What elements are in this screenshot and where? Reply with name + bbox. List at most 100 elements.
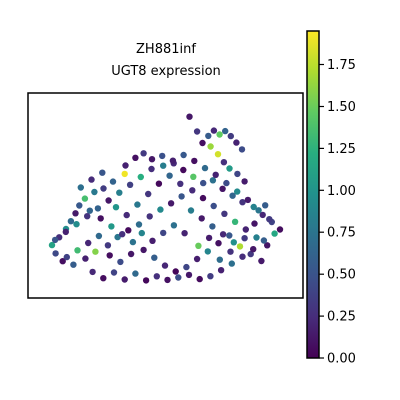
scatter-point: [207, 143, 214, 150]
scatter-point: [153, 273, 160, 280]
scatter-point: [258, 257, 265, 265]
scatter-point: [59, 258, 66, 265]
scatter-point: [239, 253, 246, 260]
scatter-point: [212, 171, 219, 178]
scatter-point: [178, 193, 185, 200]
scatter-point: [108, 223, 115, 230]
scatter-point: [181, 230, 188, 237]
scatter-point: [127, 250, 135, 258]
scatter-point: [233, 139, 240, 146]
scatter-point: [222, 127, 229, 135]
scatter-point: [175, 274, 182, 281]
scatter-point: [180, 166, 187, 174]
scatter-points: [48, 113, 284, 284]
scatter-point: [73, 221, 80, 228]
scatter-point: [112, 204, 120, 211]
scatter-point: [199, 194, 207, 202]
scatter-point: [200, 179, 207, 187]
scatter-point: [109, 178, 117, 185]
scatter-point: [140, 246, 147, 254]
scatter-point: [117, 258, 124, 266]
scatter-point: [251, 220, 258, 227]
scatter-point: [119, 231, 126, 238]
scatter-point: [85, 239, 92, 247]
scatter-point: [151, 254, 158, 261]
scatter-point: [122, 162, 129, 169]
scatter-point: [170, 222, 178, 229]
scatter-point: [106, 252, 113, 259]
scatter-point: [187, 207, 195, 214]
scatter-point: [70, 261, 77, 268]
scatter-point: [214, 151, 222, 158]
scatter-point: [247, 250, 254, 258]
scatter-point: [219, 185, 226, 192]
scatter-point: [167, 200, 175, 207]
scatter-point: [81, 195, 89, 202]
scatter-point: [77, 184, 85, 191]
scatter-point: [86, 207, 94, 214]
scatter-point: [92, 248, 99, 255]
scatter-point: [129, 238, 137, 246]
scatter-point: [186, 113, 193, 120]
scatter-point: [250, 203, 257, 211]
scatter-point: [260, 237, 268, 244]
scatter-point: [238, 146, 246, 153]
scatter-point: [148, 165, 155, 173]
scatter-point: [185, 271, 193, 279]
scatter-point: [234, 188, 241, 195]
scatter-point: [242, 226, 249, 233]
scatter-point: [67, 218, 75, 225]
scatter-point: [142, 277, 150, 284]
scatter-point: [241, 178, 248, 185]
scatter-point: [91, 188, 98, 196]
scatter-point: [180, 151, 187, 159]
scatter-point: [160, 229, 167, 237]
scatter-point: [121, 170, 128, 178]
colorbar-tick-label: 1.25: [327, 142, 356, 157]
scatter-point: [255, 207, 262, 214]
scatter-point: [205, 234, 213, 242]
scatter-point: [84, 213, 91, 220]
scatter-point: [190, 173, 197, 180]
scatter-point: [266, 216, 273, 223]
scatter-point: [205, 132, 212, 140]
colorbar-tick-label: 0.50: [327, 268, 356, 283]
scatter-point: [198, 215, 205, 222]
scatter-point: [264, 242, 271, 249]
scatter-point: [210, 202, 217, 210]
scatter-point: [48, 241, 56, 249]
scatter-point: [148, 156, 156, 163]
scatter-point: [262, 202, 269, 209]
scatter-point: [259, 211, 266, 219]
scatter-point: [94, 205, 102, 212]
scatter-point: [169, 157, 177, 164]
scatter-point: [227, 248, 234, 255]
colorbar-tick-label: 0.25: [327, 310, 356, 325]
scatter-point: [204, 248, 211, 255]
colorbar-tick-label: 1.50: [327, 100, 356, 115]
scatter-point: [52, 250, 59, 257]
scatter-point: [183, 263, 190, 271]
scatter-point: [135, 221, 143, 228]
scatter-point: [193, 255, 201, 263]
scatter-point: [226, 165, 233, 172]
scatter-point: [72, 210, 79, 217]
scatter-point: [201, 164, 209, 172]
scatter-point: [62, 228, 69, 236]
scatter-point: [227, 132, 234, 140]
colorbar-tick-label: 1.00: [327, 184, 356, 199]
scatter-point: [244, 196, 252, 204]
colorbar-ticks: 0.00 0.25 0.50 0.75 1.00 1.25 1.50 1.75: [319, 58, 356, 367]
scatter-point: [236, 243, 244, 250]
scatter-point: [145, 190, 152, 198]
scatter-point: [276, 226, 284, 233]
scatter-point: [82, 255, 89, 262]
scatter-point: [121, 276, 128, 283]
scatter-point: [223, 179, 230, 187]
scatter-point: [172, 268, 179, 275]
scatter-point: [97, 215, 104, 222]
scatter-point: [146, 213, 153, 220]
scatter-point: [95, 232, 103, 240]
scatter-point: [104, 242, 112, 249]
scatter-point: [149, 237, 156, 244]
